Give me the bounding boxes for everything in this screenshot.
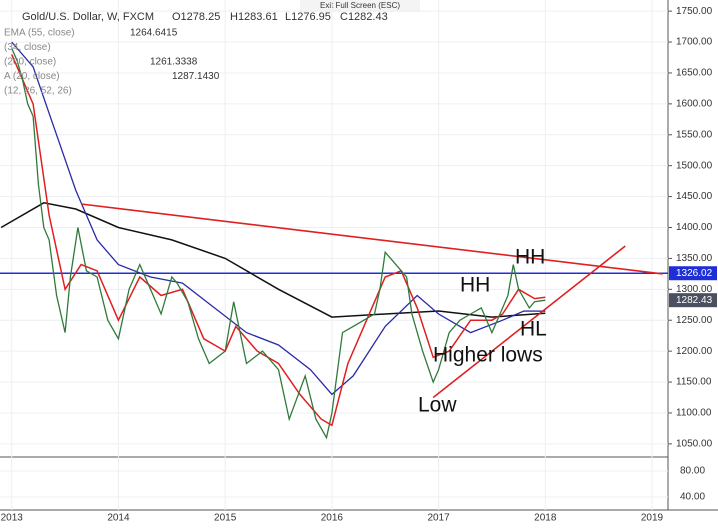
annotation: Low bbox=[418, 394, 457, 417]
y-tick-label: 1650.00 bbox=[676, 68, 713, 79]
annotation: HH bbox=[460, 274, 490, 297]
annotation: HL bbox=[520, 318, 547, 341]
exit-box[interactable] bbox=[300, 0, 420, 12]
x-tick-label: 2019 bbox=[641, 513, 664, 524]
hline-price: 1326.02 bbox=[676, 268, 713, 279]
y-tick-label: 1350.00 bbox=[676, 253, 713, 264]
x-tick-label: 2017 bbox=[427, 513, 450, 524]
x-tick-label: 2014 bbox=[107, 513, 130, 524]
y-tick-label: 1600.00 bbox=[676, 98, 713, 109]
y-tick-label: 1200.00 bbox=[676, 346, 713, 357]
annotation: HH bbox=[515, 246, 545, 269]
y-tick-label: 1300.00 bbox=[676, 284, 713, 295]
series-line bbox=[11, 54, 546, 427]
y-tick-label: 1050.00 bbox=[676, 439, 713, 450]
exit-fullscreen[interactable]: Exit Full Screen (ESC) bbox=[320, 1, 400, 10]
indicator-value: 1261.3338 bbox=[150, 57, 198, 68]
indicator-label: (34, close) bbox=[4, 42, 51, 53]
indicator-label: (12, 26, 52, 26) bbox=[4, 86, 72, 97]
series-line bbox=[11, 41, 546, 396]
series-line bbox=[0, 202, 546, 318]
x-tick-label: 2013 bbox=[1, 513, 24, 524]
y-tick-label: 1150.00 bbox=[676, 377, 712, 388]
y-tick-label: 1100.00 bbox=[676, 408, 712, 419]
indicator-label: EMA (55, close) bbox=[4, 28, 75, 39]
indicator-label: (200, close) bbox=[4, 57, 56, 68]
y-tick-label: 1400.00 bbox=[676, 222, 713, 233]
x-tick-label: 2015 bbox=[214, 513, 237, 524]
trendline bbox=[81, 203, 663, 275]
y-tick-label: 1500.00 bbox=[676, 160, 713, 171]
last-price-box bbox=[669, 293, 717, 308]
lower-tick-label: 80.00 bbox=[680, 466, 705, 477]
y-tick-label: 1450.00 bbox=[676, 191, 713, 202]
last-price: 1282.43 bbox=[676, 295, 713, 306]
y-tick-label: 1700.00 bbox=[676, 37, 713, 48]
trendline bbox=[432, 245, 626, 399]
annotation: Higher lows bbox=[433, 344, 543, 367]
ohlc: O1278.25 bbox=[172, 11, 220, 23]
ohlc: C1282.43 bbox=[340, 11, 388, 23]
x-tick-label: 2016 bbox=[321, 513, 344, 524]
hline-price-box bbox=[669, 266, 717, 281]
indicator-value: 1287.1430 bbox=[172, 71, 220, 82]
indicator-label: A (20, close) bbox=[4, 71, 60, 82]
lower-tick-label: 40.00 bbox=[680, 492, 705, 503]
symbol: Gold/U.S. Dollar, W, FXCM bbox=[22, 11, 154, 23]
y-tick-label: 1750.00 bbox=[676, 6, 713, 17]
y-tick-label: 1250.00 bbox=[676, 315, 713, 326]
indicator-value: 1264.6415 bbox=[130, 28, 178, 39]
y-tick-label: 1550.00 bbox=[676, 129, 713, 140]
ohlc: L1276.95 bbox=[285, 11, 331, 23]
ohlc: H1283.61 bbox=[230, 11, 278, 23]
x-tick-label: 2018 bbox=[534, 513, 557, 524]
series-line bbox=[11, 47, 546, 440]
